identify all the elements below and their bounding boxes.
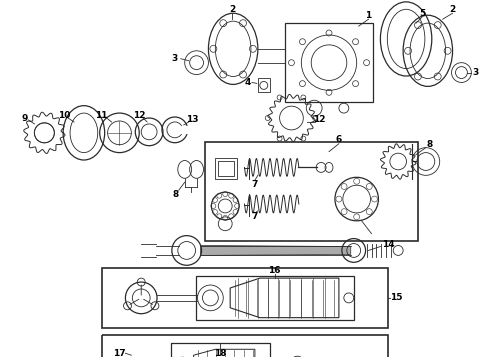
- Text: 2: 2: [449, 5, 456, 14]
- Text: 3: 3: [172, 54, 178, 63]
- Text: 1: 1: [366, 11, 372, 20]
- Text: 15: 15: [390, 293, 402, 302]
- Bar: [205, 142, 418, 240]
- Text: 12: 12: [313, 116, 325, 125]
- Bar: [258, 78, 270, 92]
- Text: 17: 17: [113, 349, 126, 358]
- Text: 7: 7: [252, 180, 258, 189]
- Bar: [102, 336, 388, 360]
- Polygon shape: [194, 349, 255, 360]
- Text: 8: 8: [427, 140, 433, 149]
- Text: 4: 4: [245, 78, 251, 87]
- Text: 7: 7: [252, 212, 258, 221]
- Text: 12: 12: [133, 111, 146, 120]
- Text: 14: 14: [382, 240, 394, 249]
- Bar: [102, 268, 388, 328]
- Bar: [171, 343, 270, 360]
- Text: 3: 3: [472, 68, 478, 77]
- Text: 9: 9: [22, 113, 28, 122]
- Text: 10: 10: [58, 111, 71, 120]
- Text: 5: 5: [419, 9, 425, 18]
- Bar: [196, 276, 354, 320]
- Bar: [215, 158, 237, 179]
- Text: 6: 6: [336, 135, 342, 144]
- Text: 13: 13: [186, 116, 199, 125]
- Text: 2: 2: [229, 5, 235, 14]
- Text: 11: 11: [96, 111, 108, 120]
- Polygon shape: [230, 278, 339, 318]
- Bar: [285, 23, 373, 102]
- Text: 8: 8: [172, 190, 179, 199]
- Bar: [219, 161, 234, 176]
- Text: 16: 16: [269, 266, 281, 275]
- Polygon shape: [200, 246, 351, 255]
- Text: 18: 18: [214, 349, 226, 358]
